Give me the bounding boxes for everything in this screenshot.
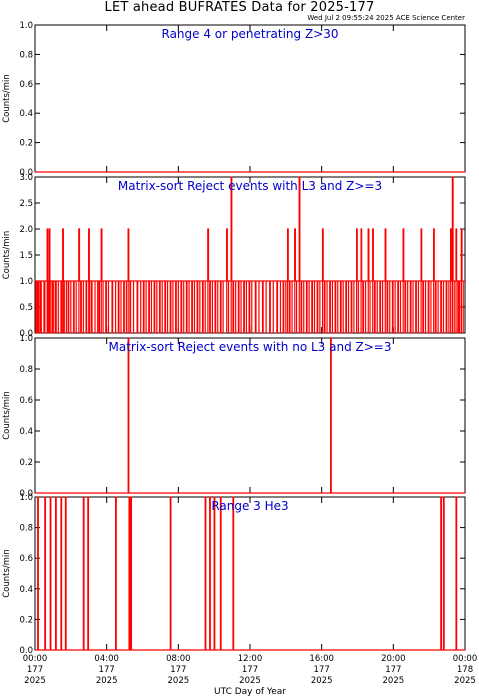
panel-frame [34,24,466,173]
x-tick-label: 2025 [311,676,333,686]
y-axis-label: Counts/min [2,231,12,280]
panel-title: Matrix-sort Reject events with no L3 and… [109,340,392,354]
panel-title: Matrix-sort Reject events with L3 and Z>… [118,179,382,193]
x-tick-label: 177 [99,665,115,675]
y-tick-label: 0.0 [19,168,33,178]
y-axis-label: Counts/min [2,549,12,598]
x-tick-label: 2025 [168,676,190,686]
x-tick-label: 00:00 [23,654,48,664]
y-tick-label: 0.8 [19,524,33,534]
x-tick-label: 12:00 [238,654,263,664]
chart-title: LET ahead BUFRATES Data for 2025-177 [104,0,375,15]
y-tick-label: 1.5 [19,251,33,261]
y-tick-label: 1.0 [19,334,33,344]
y-axis-label: Counts/min [2,391,12,440]
y-tick-label: 0.4 [19,427,33,437]
panel-1: 0.0 0.2 0.4 0.6 0.8 1.0 Counts/min Range 4 or p… [2,21,466,178]
y-tick-label: 0.8 [19,365,33,375]
y-tick-label: 0.2 [19,615,33,625]
x-tick-label: 20:00 [381,654,406,664]
x-tick-label: 177 [27,665,43,675]
y-tick-label: 0.0 [19,329,33,339]
y-tick-label: 0.8 [19,50,33,60]
y-tick-label: 1.0 [19,277,33,287]
y-tick-label: 3.0 [19,173,33,183]
x-tick-label: 177 [314,665,330,675]
x-tick-label: 177 [242,665,258,675]
y-tick-label: 1.0 [19,21,33,31]
y-tick-label: 0.4 [19,109,33,119]
panel-title: Range 4 or penetrating Z>30 [162,27,339,41]
y-tick-label: 0.4 [19,585,33,595]
x-tick-label: 2025 [24,676,46,686]
panel-2: 0.0 0.5 1.0 1.5 2.0 2.5 3.0 Counts/min Matrix-so… [2,173,466,339]
data-series [35,337,465,494]
y-tick-label: 0.0 [19,646,33,656]
x-tick-label: 16:00 [309,654,334,664]
panel-4: 0.0 0.2 0.4 0.6 0.8 1.0 Counts/min Range 3 He3 [2,493,466,656]
x-tick-label: 178 [457,665,473,675]
x-tick-label: 2025 [96,676,118,686]
x-tick-label: 2025 [239,676,261,686]
y-tick-label: 0.5 [19,303,33,313]
data-series [35,496,465,651]
x-tick-label: 04:00 [94,654,119,664]
y-tick-label: 0.6 [19,80,33,90]
x-tick-label: 177 [170,665,186,675]
y-tick-label: 0.6 [19,396,33,406]
x-tick-label: 177 [385,665,401,675]
y-tick-label: 1.0 [19,493,33,503]
x-axis-label: UTC Day of Year [214,687,286,697]
x-tick-label: 2025 [454,676,476,686]
y-axis-label: Counts/min [2,74,12,123]
timestamp: Wed Jul 2 09:55:24 2025 ACE Science Cent… [307,14,465,22]
x-tick-label: 2025 [383,676,405,686]
panel-3: 0.0 0.2 0.4 0.6 0.8 1.0 Counts/min Matrix-sort … [2,334,466,499]
y-tick-label: 2.0 [19,225,33,235]
y-tick-label: 0.6 [19,554,33,564]
y-tick-label: 0.2 [19,458,33,468]
panel-title: Range 3 He3 [211,499,288,513]
y-tick-label: 0.2 [19,139,33,149]
y-tick-label: 0.0 [19,489,33,499]
x-tick-label: 00:00 [453,654,478,664]
x-tick-label: 08:00 [166,654,191,664]
panel-frame [34,496,466,651]
panel-frame [34,337,466,494]
y-tick-label: 2.5 [19,199,33,209]
